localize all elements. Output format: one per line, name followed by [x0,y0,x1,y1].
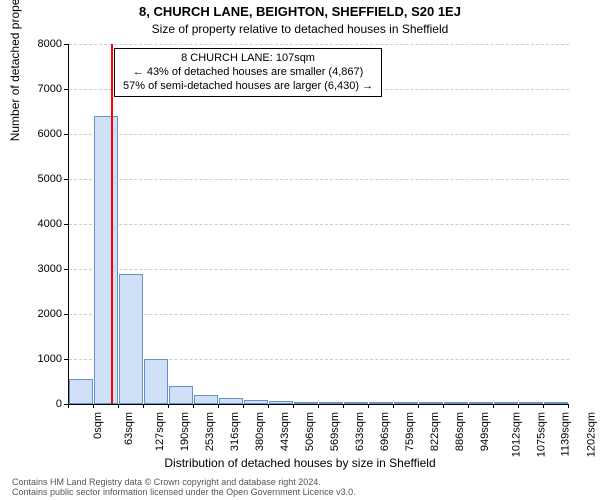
histogram-bar [244,400,268,405]
footer-line2: Contains public sector information licen… [12,488,588,498]
histogram-bar [94,116,118,404]
xtick-label: 127sqm [154,412,166,451]
ytick-label: 0 [32,398,62,410]
xtick-label: 316sqm [229,412,241,451]
xtick-mark [293,404,294,408]
xtick-mark [143,404,144,408]
grid-line [69,269,569,270]
grid-line [69,44,569,45]
y-axis-label: Number of detached properties [8,0,22,141]
xtick-label: 696sqm [379,412,391,451]
histogram-bar [469,402,493,404]
xtick-mark [518,404,519,408]
ytick-label: 6000 [32,128,62,140]
xtick-label: 190sqm [179,412,191,451]
grid-line [69,179,569,180]
xtick-mark [418,404,419,408]
xtick-mark [218,404,219,408]
xtick-label: 569sqm [329,412,341,451]
xtick-label: 253sqm [204,412,216,451]
histogram-bar [269,401,293,404]
ytick-mark [64,179,68,180]
xtick-label: 949sqm [479,412,491,451]
xtick-label: 1202sqm [585,412,597,457]
xtick-label: 380sqm [254,412,266,451]
xtick-mark [318,404,319,408]
ytick-mark [64,314,68,315]
chart-title: 8, CHURCH LANE, BEIGHTON, SHEFFIELD, S20… [0,4,600,19]
marker-line [111,44,113,404]
footer-text: Contains HM Land Registry data © Crown c… [12,478,588,498]
ytick-label: 4000 [32,218,62,230]
ytick-mark [64,134,68,135]
chart-container: 8, CHURCH LANE, BEIGHTON, SHEFFIELD, S20… [0,0,600,500]
xtick-mark [468,404,469,408]
xtick-label: 1075sqm [535,412,547,457]
histogram-bar [519,402,543,404]
histogram-bar [294,402,318,404]
histogram-bar [444,402,468,404]
xtick-mark [368,404,369,408]
xtick-label: 1012sqm [510,412,522,457]
histogram-bar [369,402,393,404]
histogram-bar [69,379,93,404]
xtick-label: 506sqm [304,412,316,451]
histogram-bar [344,402,368,404]
xtick-label: 63sqm [123,412,135,445]
histogram-bar [219,398,243,404]
chart-subtitle: Size of property relative to detached ho… [0,22,600,36]
grid-line [69,224,569,225]
xtick-label: 1139sqm [559,412,571,456]
ytick-label: 1000 [32,353,62,365]
histogram-bar [194,395,218,404]
histogram-bar [319,402,343,404]
xtick-mark [193,404,194,408]
xtick-mark [568,404,569,408]
histogram-bar [419,402,443,404]
xtick-mark [493,404,494,408]
ytick-mark [64,224,68,225]
histogram-bar [144,359,168,404]
ytick-label: 7000 [32,83,62,95]
callout-box: 8 CHURCH LANE: 107sqm ← 43% of detached … [114,48,382,97]
xtick-label: 633sqm [354,412,366,451]
xtick-mark [268,404,269,408]
ytick-mark [64,269,68,270]
ytick-mark [64,44,68,45]
xtick-label: 822sqm [429,412,441,451]
xtick-mark [68,404,69,408]
ytick-mark [64,359,68,360]
xtick-mark [168,404,169,408]
ytick-label: 5000 [32,173,62,185]
xtick-label: 759sqm [404,412,416,451]
xtick-mark [393,404,394,408]
histogram-bar [544,402,568,404]
callout-line2: ← 43% of detached houses are smaller (4,… [123,66,373,80]
histogram-bar [169,386,193,404]
histogram-bar [494,402,518,404]
x-axis-label: Distribution of detached houses by size … [0,456,600,470]
ytick-label: 8000 [32,38,62,50]
xtick-label: 443sqm [279,412,291,451]
ytick-mark [64,89,68,90]
xtick-mark [443,404,444,408]
xtick-mark [543,404,544,408]
grid-line [69,134,569,135]
xtick-label: 886sqm [454,412,466,451]
xtick-mark [93,404,94,408]
ytick-label: 2000 [32,308,62,320]
histogram-bar [119,274,143,405]
histogram-bar [394,402,418,404]
plot-area [68,44,569,405]
xtick-mark [343,404,344,408]
xtick-mark [243,404,244,408]
grid-line [69,314,569,315]
xtick-mark [118,404,119,408]
xtick-label: 0sqm [92,412,104,439]
callout-line3: 57% of semi-detached houses are larger (… [123,80,373,94]
ytick-label: 3000 [32,263,62,275]
callout-line1: 8 CHURCH LANE: 107sqm [123,52,373,66]
